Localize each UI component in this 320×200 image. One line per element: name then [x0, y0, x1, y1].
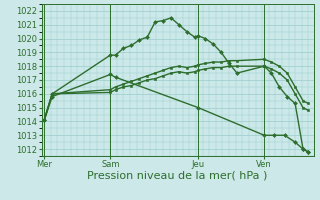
X-axis label: Pression niveau de la mer( hPa ): Pression niveau de la mer( hPa ) — [87, 171, 268, 181]
